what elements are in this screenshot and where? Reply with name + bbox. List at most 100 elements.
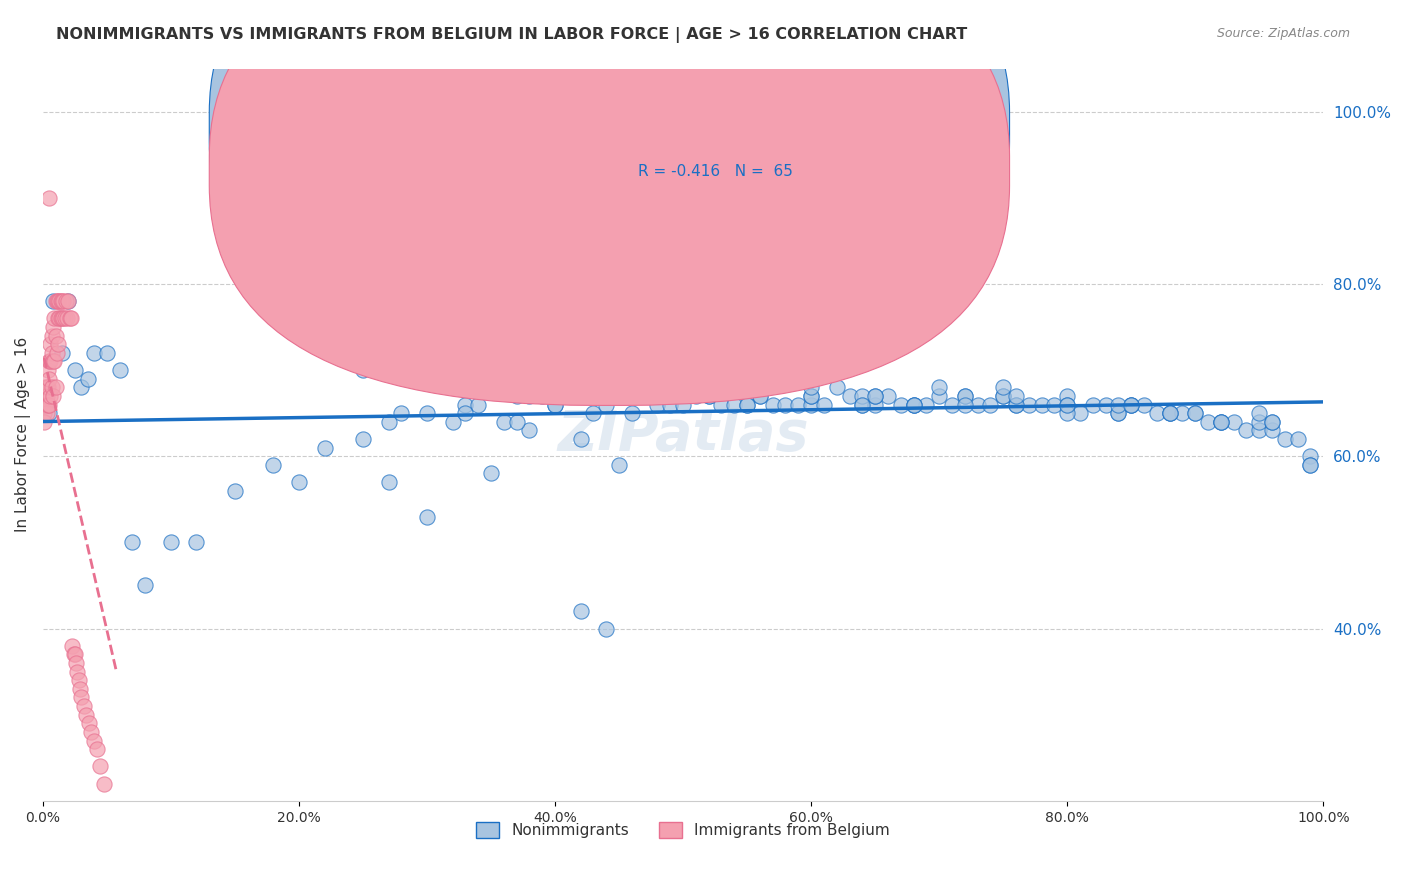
Point (89, 759, 111, 773)
Point (1274, 432, 1296, 446)
Point (697, 389, 720, 403)
Point (1056, 406, 1078, 420)
Point (1056, 398, 1078, 412)
Point (77, 716, 100, 731)
Point (52, 294, 75, 309)
Point (1184, 406, 1206, 420)
Point (314, 191, 336, 205)
Point (1209, 415, 1232, 429)
Point (1107, 398, 1129, 412)
Point (45, 294, 67, 309)
Point (1005, 398, 1028, 412)
Point (1056, 398, 1078, 412)
Point (52, 311, 75, 326)
Point (1299, 449, 1322, 463)
Point (58, 294, 80, 309)
Text: Source: ZipAtlas.com: Source: ZipAtlas.com (1216, 27, 1350, 40)
Point (595, 622, 617, 636)
Point (38, 354, 60, 368)
Point (647, 398, 669, 412)
Point (32, 406, 55, 420)
Point (1121, 398, 1143, 412)
Point (1081, 398, 1104, 412)
Point (595, 398, 617, 412)
Point (41, 380, 63, 394)
Point (75, 707, 97, 722)
Point (519, 389, 541, 403)
Point (479, 363, 502, 377)
Point (467, 398, 489, 412)
Point (863, 398, 886, 412)
Point (851, 398, 873, 412)
Point (710, 398, 733, 412)
Point (1249, 406, 1271, 420)
Point (288, 475, 311, 489)
Point (37, 398, 59, 412)
Point (1005, 389, 1028, 403)
Point (1121, 398, 1143, 412)
Point (1299, 458, 1322, 472)
Point (59, 311, 82, 326)
Point (479, 467, 502, 481)
Point (1261, 415, 1284, 429)
Text: R =  0.109   N = 154: R = 0.109 N = 154 (638, 120, 797, 135)
Point (42, 354, 65, 368)
Point (1286, 432, 1309, 446)
Point (1159, 406, 1181, 420)
Point (1249, 424, 1271, 438)
Point (63, 363, 86, 377)
Point (1222, 415, 1244, 429)
Point (51, 346, 73, 360)
Point (647, 389, 669, 403)
Point (505, 389, 527, 403)
Point (63, 648, 86, 662)
Point (991, 380, 1014, 394)
Point (1159, 406, 1181, 420)
Point (32, 415, 55, 429)
Point (941, 398, 963, 412)
Point (58, 294, 80, 309)
Point (34, 380, 56, 394)
Point (53, 311, 76, 326)
Point (903, 398, 925, 412)
Point (1146, 406, 1168, 420)
Point (1107, 406, 1129, 420)
Point (607, 389, 630, 403)
Point (352, 432, 374, 446)
Point (1018, 398, 1040, 412)
Point (544, 398, 567, 412)
Point (67, 673, 90, 688)
Point (991, 389, 1014, 403)
Point (838, 389, 860, 403)
Point (37, 380, 59, 394)
Point (1236, 424, 1258, 438)
Point (595, 389, 617, 403)
Point (748, 389, 770, 403)
Point (377, 415, 399, 429)
Point (928, 380, 950, 394)
Point (569, 604, 592, 618)
Point (83, 346, 105, 360)
Point (1249, 415, 1271, 429)
Point (1133, 398, 1156, 412)
Point (389, 406, 412, 420)
Point (160, 535, 183, 549)
Point (544, 398, 567, 412)
Point (863, 389, 886, 403)
Point (569, 432, 592, 446)
Point (953, 398, 976, 412)
Point (800, 398, 823, 412)
Point (505, 415, 527, 429)
FancyBboxPatch shape (568, 90, 914, 208)
Point (1031, 398, 1053, 412)
Point (86, 742, 108, 756)
Point (787, 398, 810, 412)
Point (262, 458, 284, 472)
Point (877, 389, 900, 403)
Point (1056, 389, 1078, 403)
Point (1261, 415, 1284, 429)
Point (748, 380, 770, 394)
Point (813, 398, 835, 412)
Point (735, 398, 758, 412)
Point (441, 415, 464, 429)
